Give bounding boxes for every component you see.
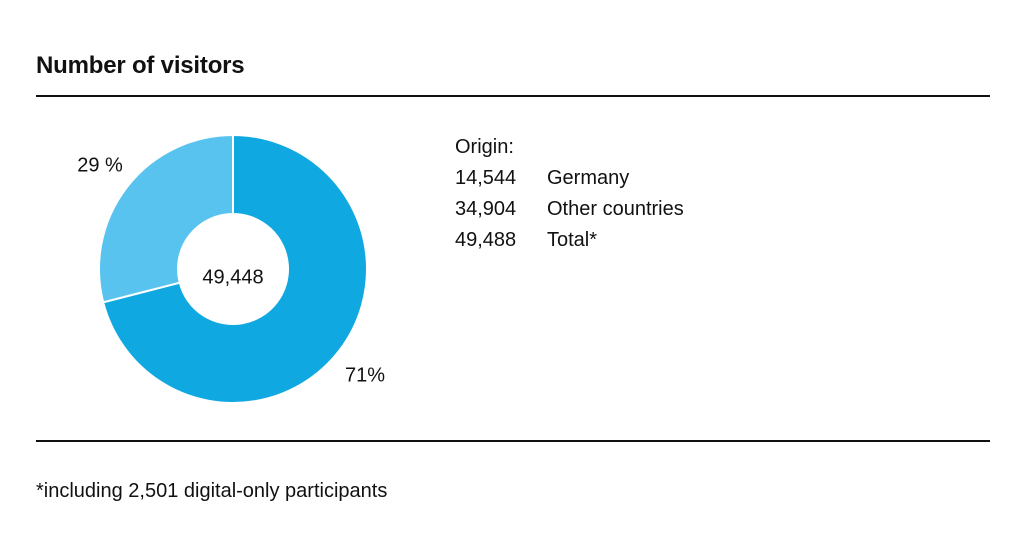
footnote: *including 2,501 digital-only participan…: [36, 480, 388, 502]
legend-row-germany: 14,544 Germany: [455, 163, 684, 194]
legend-label: Other countries: [547, 198, 684, 220]
chart-title: Number of visitors: [36, 52, 245, 79]
origin-legend: Origin: 14,544 Germany 34,904 Other coun…: [455, 132, 684, 256]
legend-heading: Origin:: [455, 136, 514, 158]
legend-value: 49,488: [455, 229, 517, 251]
slice-label-other-countries: 71%: [345, 364, 385, 386]
slice-label-germany: 29 %: [77, 154, 123, 176]
legend-row-other-countries: 34,904 Other countries: [455, 194, 684, 225]
legend-value: 34,904: [455, 198, 517, 220]
bottom-divider: [36, 440, 990, 442]
legend-label: Germany: [547, 167, 630, 189]
donut-slice-1: [98, 133, 234, 304]
donut-center-value: 49,448: [202, 266, 263, 288]
legend-label: Total*: [547, 229, 598, 251]
legend-value: 14,544: [455, 167, 517, 189]
legend-row-total: 49,488 Total*: [455, 225, 684, 256]
donut-slice-0: [101, 133, 368, 404]
top-divider: [36, 95, 990, 97]
